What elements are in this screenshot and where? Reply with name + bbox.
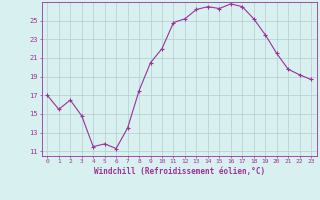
X-axis label: Windchill (Refroidissement éolien,°C): Windchill (Refroidissement éolien,°C) — [94, 167, 265, 176]
